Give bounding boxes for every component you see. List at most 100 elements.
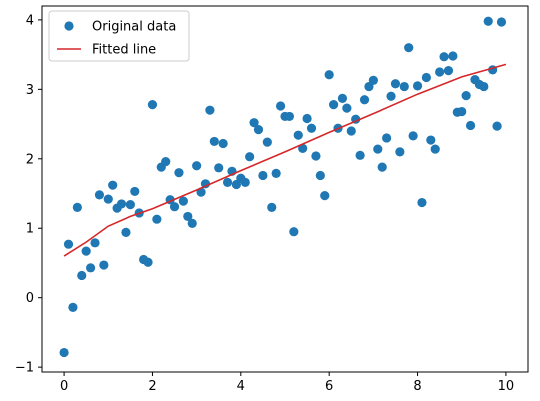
data-point — [258, 170, 268, 181]
data-point — [373, 144, 383, 154]
data-point — [253, 125, 264, 135]
data-point — [461, 90, 471, 101]
data-point — [59, 347, 69, 358]
data-point — [108, 180, 118, 190]
x-tick-label: 4 — [237, 379, 245, 394]
data-point — [324, 70, 334, 80]
data-point — [435, 67, 445, 77]
data-point — [448, 51, 458, 61]
data-point — [329, 100, 339, 110]
y-tick-label: 3 — [26, 83, 34, 98]
data-point — [346, 126, 356, 136]
data-point — [218, 138, 228, 149]
data-point — [90, 238, 100, 248]
data-point — [205, 105, 215, 115]
data-point — [457, 106, 467, 117]
plot-marks — [59, 16, 507, 358]
data-point — [72, 202, 82, 212]
data-point — [99, 260, 109, 270]
data-point — [94, 190, 105, 200]
plot-frame — [41, 5, 529, 373]
data-point — [465, 120, 476, 131]
data-point — [408, 131, 418, 141]
data-point — [240, 177, 250, 187]
data-point — [183, 211, 193, 222]
data-point — [174, 168, 184, 178]
data-point — [439, 52, 449, 62]
data-point — [320, 191, 330, 201]
data-point — [187, 218, 197, 228]
data-point — [302, 113, 312, 124]
data-point — [86, 263, 96, 273]
data-point — [103, 194, 113, 204]
x-tick-label: 10 — [498, 379, 515, 394]
y-axis: −1 0 1 2 3 4 — [15, 13, 42, 376]
data-point — [395, 147, 405, 157]
data-point — [68, 302, 78, 313]
data-point — [143, 257, 153, 267]
legend-label: Fitted line — [92, 43, 156, 58]
data-point — [359, 95, 370, 105]
data-point — [222, 177, 233, 187]
data-point — [271, 168, 281, 178]
x-axis: 0 2 4 6 8 10 — [60, 372, 514, 394]
data-point — [152, 214, 162, 224]
y-tick-label: −1 — [15, 361, 34, 376]
data-point — [245, 152, 255, 162]
data-point — [262, 137, 272, 147]
y-tick-label: 2 — [26, 152, 34, 167]
data-point — [483, 16, 493, 26]
data-point — [337, 93, 348, 103]
y-tick-label: 0 — [26, 291, 34, 306]
data-point — [77, 270, 87, 281]
data-point — [267, 202, 277, 212]
data-point — [293, 130, 303, 140]
data-point — [417, 197, 427, 208]
data-point — [377, 162, 387, 172]
data-point — [430, 144, 440, 154]
data-point — [404, 43, 414, 53]
data-point — [443, 65, 454, 76]
data-point — [311, 151, 321, 161]
data-point — [342, 103, 352, 113]
data-point — [121, 227, 131, 238]
x-tick-label: 8 — [413, 379, 421, 394]
legend: Original data Fitted line — [48, 10, 190, 62]
legend-marker-scatter — [64, 21, 74, 31]
data-point — [125, 200, 135, 210]
data-point — [479, 81, 489, 92]
data-point — [412, 81, 423, 91]
data-point — [306, 123, 317, 133]
x-tick-label: 6 — [325, 379, 333, 394]
data-point — [386, 91, 396, 101]
data-point — [368, 75, 378, 85]
data-point — [169, 202, 180, 212]
legend-box — [48, 10, 190, 62]
data-point — [399, 81, 409, 92]
data-point — [116, 199, 127, 209]
data-point — [147, 100, 158, 110]
x-tick-label: 2 — [148, 379, 156, 394]
data-point — [496, 17, 507, 27]
data-point — [355, 150, 365, 160]
data-point — [289, 227, 299, 237]
data-point — [298, 143, 308, 153]
data-point — [315, 170, 325, 181]
data-point — [382, 133, 392, 143]
data-point — [421, 72, 431, 83]
y-tick-label: 1 — [26, 222, 34, 237]
fitted-line — [63, 63, 507, 257]
data-point — [200, 179, 211, 189]
data-point — [275, 101, 286, 111]
data-point — [178, 196, 188, 206]
data-point — [209, 136, 219, 147]
data-point — [249, 118, 259, 128]
data-point — [81, 246, 91, 256]
data-point — [426, 135, 436, 145]
legend-label: Original data — [92, 20, 176, 35]
data-point — [192, 161, 202, 171]
data-point — [63, 239, 74, 249]
x-tick-label: 0 — [60, 379, 68, 394]
data-point — [284, 111, 295, 122]
